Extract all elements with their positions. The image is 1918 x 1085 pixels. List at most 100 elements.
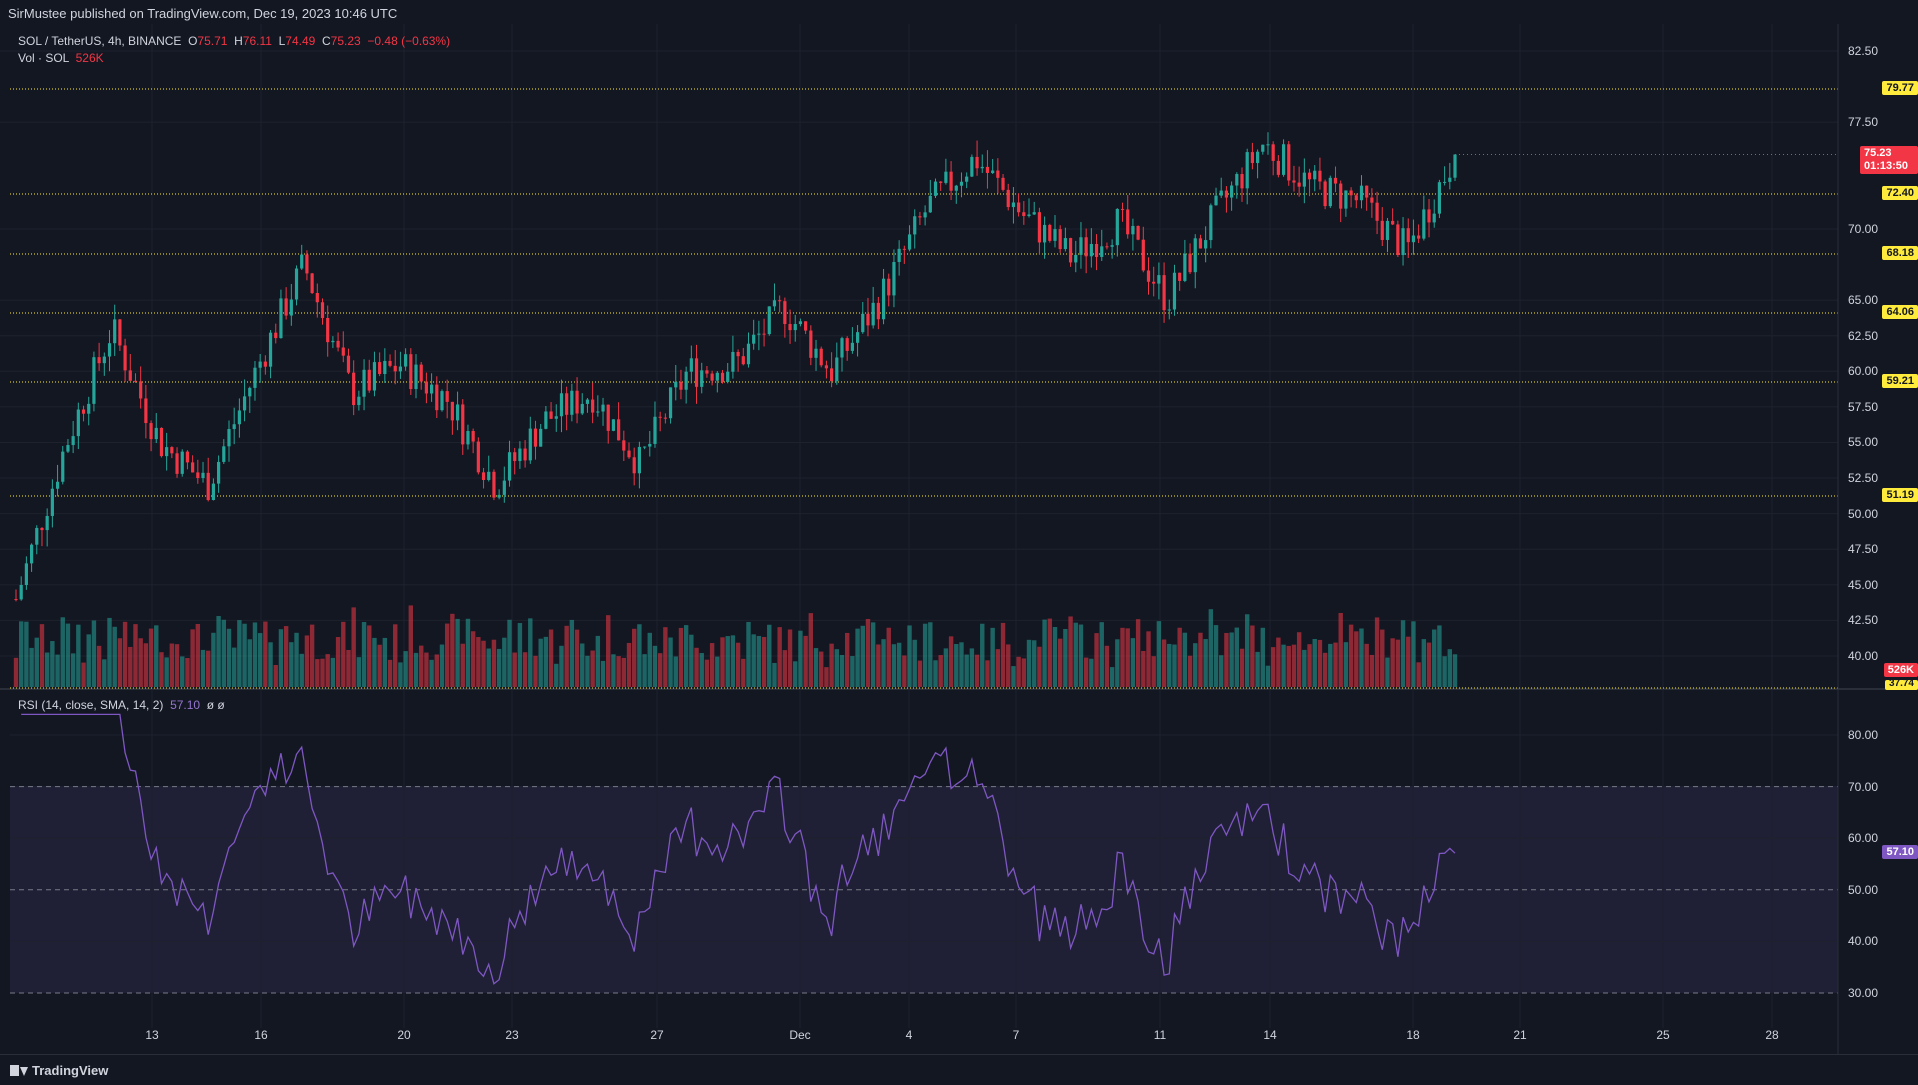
candle-body xyxy=(201,472,205,479)
volume-bar xyxy=(159,652,164,687)
rsi-extra: ø ø xyxy=(206,698,225,712)
volume-bar xyxy=(216,616,221,687)
volume-bar xyxy=(902,655,907,687)
candle-body xyxy=(429,384,434,394)
price-axis-label: 55.00 xyxy=(1848,435,1879,450)
candle-body xyxy=(1032,212,1036,215)
candle-body xyxy=(1110,245,1114,247)
volume-bar xyxy=(257,633,263,687)
volume-bar xyxy=(138,638,143,687)
candle-body xyxy=(1235,174,1239,186)
volume-bar xyxy=(917,660,923,687)
volume-bar xyxy=(642,654,647,687)
rsi-label[interactable]: RSI (14, close, SMA, 14, 2) xyxy=(18,698,164,712)
volume-bar xyxy=(980,623,985,687)
price-axis-label: 82.50 xyxy=(1848,44,1879,58)
volume-bar xyxy=(1068,616,1073,687)
symbol-legend: SOL / TetherUS, 4h, BINANCE O75.71 H76.1… xyxy=(18,34,451,48)
candle-body xyxy=(757,333,761,335)
candle-body xyxy=(731,351,735,372)
volume-bar xyxy=(465,618,471,687)
volume-bar xyxy=(1395,639,1401,687)
candle-body xyxy=(149,423,153,440)
candle-body xyxy=(954,185,958,191)
candle-body xyxy=(1432,213,1436,223)
volume-bar xyxy=(964,654,969,687)
candle-body xyxy=(165,447,169,457)
volume-bar xyxy=(460,643,465,687)
open-value: 75.71 xyxy=(197,34,228,48)
volume-label[interactable]: Vol · SOL xyxy=(18,51,69,65)
volume-bar xyxy=(346,649,351,687)
volume-bar xyxy=(678,627,684,687)
candle-body xyxy=(1385,220,1390,240)
candle-body xyxy=(409,354,413,390)
volume-bar xyxy=(1156,621,1162,687)
candle-body xyxy=(913,216,917,235)
candle-body xyxy=(1245,152,1249,189)
candle-body xyxy=(372,362,377,391)
candle-body xyxy=(996,170,1000,178)
candle-body xyxy=(881,278,886,320)
candle-body xyxy=(19,584,23,600)
volume-bar xyxy=(393,624,398,687)
candle-body xyxy=(933,181,938,196)
candle-body xyxy=(1167,309,1171,311)
volume-bar xyxy=(39,624,45,687)
candle-body xyxy=(471,431,475,442)
volume-bar xyxy=(1006,644,1011,687)
volume-bar xyxy=(1172,644,1177,687)
date-axis-label: 13 xyxy=(145,1028,159,1042)
candle-body xyxy=(1391,220,1395,225)
volume-bar xyxy=(522,652,528,687)
tradingview-logo[interactable]: TradingView xyxy=(10,1063,108,1078)
volume-bar xyxy=(1390,638,1395,687)
volume-bar xyxy=(1032,640,1037,687)
candle-body xyxy=(902,248,906,250)
volume-bar xyxy=(1161,639,1167,687)
volume-bar xyxy=(580,643,585,687)
volume-bar xyxy=(1364,643,1369,687)
volume-bar xyxy=(81,662,86,687)
volume-bar xyxy=(1011,666,1016,687)
high-value: 76.11 xyxy=(242,34,272,48)
rsi-tag: 57.10 xyxy=(1882,845,1918,859)
volume-bar xyxy=(1115,639,1120,687)
candle-body xyxy=(1037,212,1042,243)
symbol-name[interactable]: SOL / TetherUS, 4h, BINANCE xyxy=(18,34,182,48)
price-chart[interactable] xyxy=(0,24,1918,1054)
volume-bar xyxy=(154,625,159,687)
volume-bar xyxy=(325,654,330,687)
volume-bar xyxy=(413,652,419,687)
candle-body xyxy=(679,381,683,390)
volume-bar xyxy=(1286,645,1291,687)
volume-bar xyxy=(237,620,242,687)
volume-bar xyxy=(65,623,71,687)
candle-body xyxy=(855,332,860,343)
volume-bar xyxy=(398,662,403,687)
candle-body xyxy=(139,381,143,399)
partial-level-tag: 37.74 xyxy=(1884,680,1918,690)
volume-bar xyxy=(1120,627,1125,687)
candle-body xyxy=(1401,228,1405,256)
volume-bar xyxy=(704,659,710,687)
candle-body xyxy=(1333,177,1338,184)
candle-body xyxy=(663,417,667,419)
candle-body xyxy=(507,452,512,481)
candle-body xyxy=(217,461,221,484)
volume-bar xyxy=(1193,643,1198,687)
candle-body xyxy=(627,450,631,458)
candle-body xyxy=(315,293,319,303)
date-axis-label: 27 xyxy=(650,1028,664,1042)
volume-bar xyxy=(928,622,933,687)
volume-bar xyxy=(528,618,533,687)
volume-bar xyxy=(715,656,720,687)
candle-body xyxy=(804,321,808,331)
candle-body xyxy=(1271,144,1275,161)
candle-body xyxy=(76,409,80,437)
candle-body xyxy=(668,387,673,419)
candle-body xyxy=(29,544,34,564)
volume-bar xyxy=(294,632,299,687)
price-axis-label: 52.50 xyxy=(1848,471,1879,486)
volume-bar xyxy=(289,642,294,687)
